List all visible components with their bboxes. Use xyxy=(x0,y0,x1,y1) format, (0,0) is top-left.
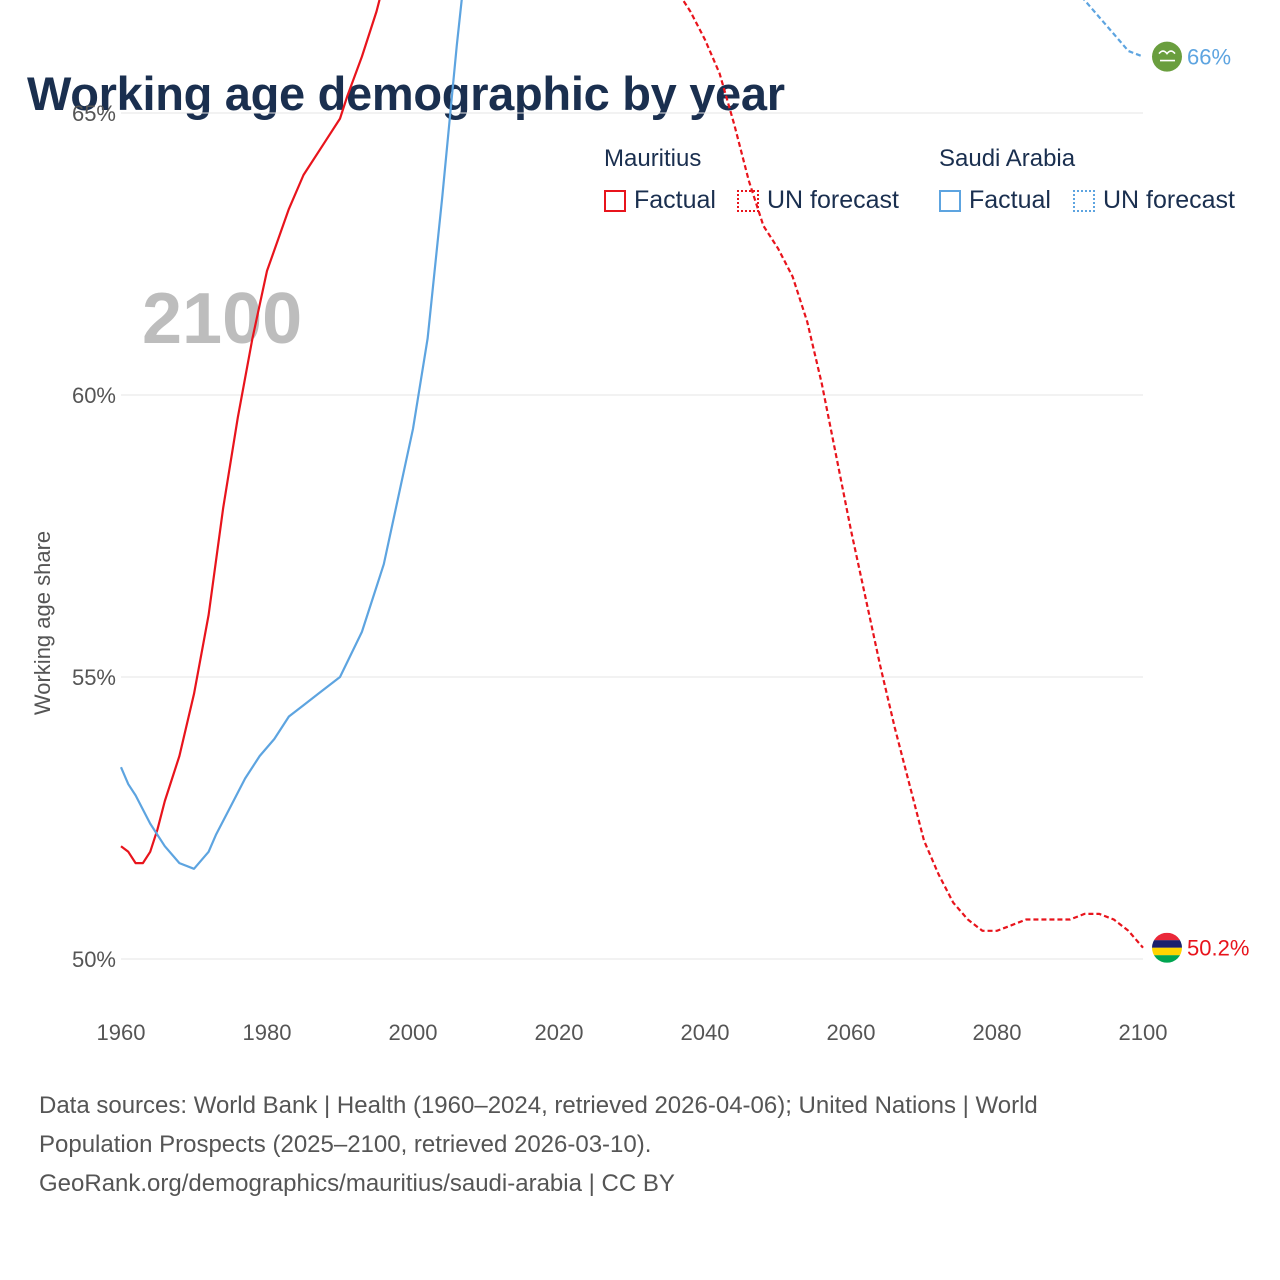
y-axis-ticks: 50%55%60%65%70% xyxy=(72,101,116,972)
end-markers: 50.2% 66% xyxy=(1152,41,1249,963)
legend-swatch-solid xyxy=(604,189,626,212)
legend-mauritius-factual[interactable]: Factual xyxy=(604,186,716,215)
legend-swatch-dotted xyxy=(737,189,759,212)
legend-label: UN forecast xyxy=(1103,186,1235,214)
legend-saudi-factual[interactable]: Factual xyxy=(939,186,1051,215)
x-axis-ticks: 1960 1980 2000 2020 2040 2060 2080 2100 xyxy=(97,1020,1168,1045)
legend-mauritius-forecast[interactable]: UN forecast xyxy=(737,186,899,215)
legend-swatch-dotted xyxy=(1073,189,1095,212)
footer: Data sources: World Bank | Health (1960–… xyxy=(39,1086,1239,1203)
legend-label: Factual xyxy=(634,186,716,214)
legend-label: Factual xyxy=(969,186,1051,214)
y-tick-label: 60% xyxy=(72,383,116,408)
legend-saudi-forecast[interactable]: UN forecast xyxy=(1073,186,1235,215)
gridlines xyxy=(121,112,1143,960)
x-tick-label: 2000 xyxy=(389,1020,438,1045)
legend-group-saudi-arabia: Saudi Arabia xyxy=(939,145,1076,172)
footer-line-2: Population Prospects (2025–2100, retriev… xyxy=(39,1131,652,1158)
year-overlay: 2100 xyxy=(142,279,302,359)
legend-label: UN forecast xyxy=(767,186,899,214)
series-line-factual-mauritius[interactable] xyxy=(120,0,588,865)
series-line-factual-saudi-arabia[interactable] xyxy=(119,0,581,870)
y-tick-label: 50% xyxy=(72,947,116,972)
flag-saudi-arabia-icon xyxy=(1152,41,1182,72)
chart-area: 2100 50%55%60%65%70% 1960198020002020204… xyxy=(30,0,1249,1045)
end-value-label: 66% xyxy=(1187,45,1231,70)
end-value-label: 50.2% xyxy=(1187,936,1249,961)
x-tick-label: 1980 xyxy=(243,1020,292,1045)
x-tick-label: 2080 xyxy=(973,1020,1022,1045)
chart-title: Working age demographic by year xyxy=(27,67,785,120)
x-tick-label: 2060 xyxy=(827,1020,876,1045)
series-line-forecast-mauritius[interactable] xyxy=(588,0,1144,949)
footer-line-1: Data sources: World Bank | Health (1960–… xyxy=(39,1092,1038,1119)
y-axis-label: Working age share xyxy=(30,531,55,715)
y-tick-label: 55% xyxy=(72,665,116,690)
x-tick-label: 2020 xyxy=(535,1020,584,1045)
y-tick-label: 65% xyxy=(72,101,116,126)
x-tick-label: 1960 xyxy=(97,1020,146,1045)
legend-swatch-solid xyxy=(939,189,961,212)
legend-group-mauritius: Mauritius xyxy=(604,145,702,172)
series-lines xyxy=(119,0,1144,949)
series-line-forecast-saudi-arabia[interactable] xyxy=(603,0,1144,58)
x-tick-label: 2100 xyxy=(1119,1020,1168,1045)
flag-mauritius-icon xyxy=(1152,932,1182,963)
footer-line-3[interactable]: GeoRank.org/demographics/mauritius/saudi… xyxy=(39,1170,675,1197)
x-tick-label: 2040 xyxy=(681,1020,730,1045)
